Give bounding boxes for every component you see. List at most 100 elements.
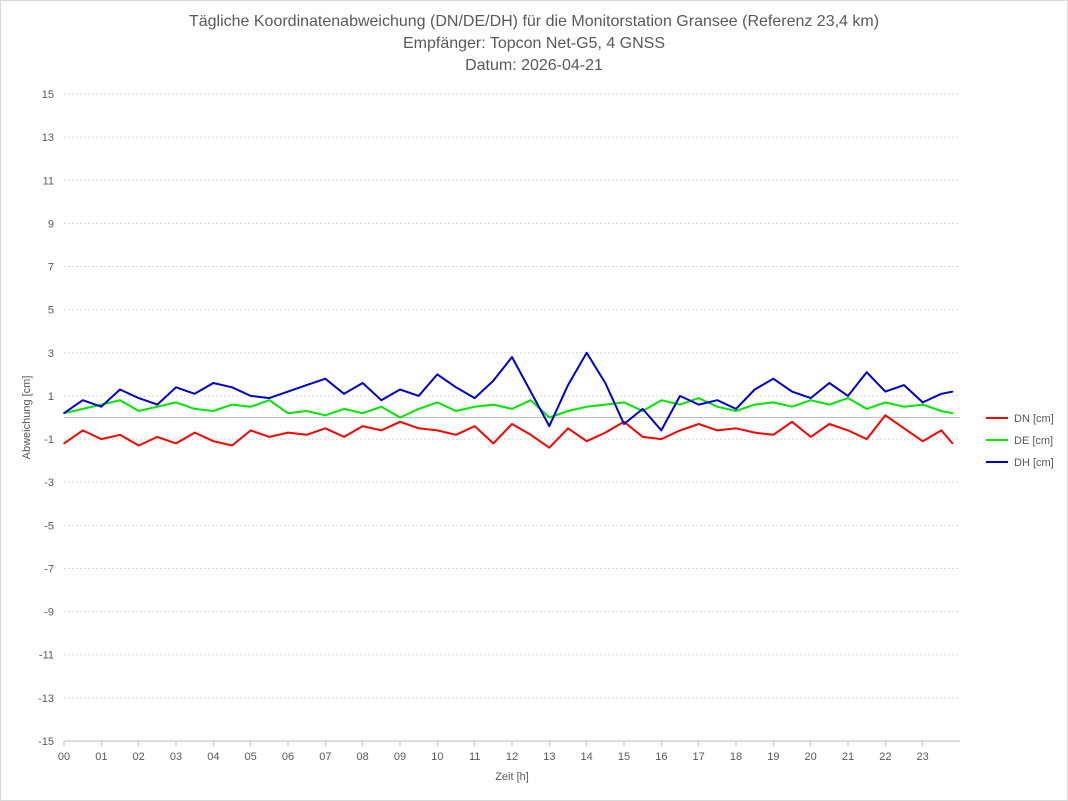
- data-point: [63, 442, 65, 445]
- data-point: [137, 444, 140, 447]
- data-point: [231, 403, 233, 406]
- data-point: [399, 416, 401, 419]
- data-point: [287, 412, 289, 414]
- data-point: [716, 405, 719, 408]
- y-tick-label: 11: [43, 175, 54, 187]
- data-point: [361, 425, 364, 427]
- chart-date: Datum: 2026-04-21: [465, 57, 603, 74]
- data-point: [305, 410, 308, 412]
- data-point: [249, 405, 252, 408]
- data-point: [865, 408, 868, 410]
- data-point: [324, 414, 327, 417]
- data-point: [137, 397, 140, 399]
- y-tick-label: 7: [48, 262, 54, 274]
- data-point: [212, 440, 215, 443]
- x-tick-label: 02: [133, 751, 145, 763]
- data-point: [324, 427, 327, 430]
- x-tick-label: 01: [95, 751, 107, 763]
- data-point: [809, 436, 812, 438]
- data-point: [380, 429, 383, 432]
- data-point: [193, 392, 196, 395]
- series-line-3: [63, 351, 953, 432]
- x-tick-label: 06: [282, 751, 294, 763]
- data-point: [567, 410, 569, 412]
- data-point: [847, 397, 849, 399]
- y-axis-label: Abweichung [cm]: [21, 376, 33, 460]
- data-point: [772, 377, 775, 380]
- data-point: [753, 431, 756, 434]
- data-point: [679, 395, 681, 397]
- data-point: [828, 403, 831, 406]
- y-tick-label: -7: [44, 563, 54, 575]
- data-point: [865, 371, 868, 374]
- legend-label-2: DE [cm]: [1014, 435, 1053, 447]
- x-tick-label: 16: [655, 751, 667, 763]
- data-point: [100, 405, 103, 408]
- data-point: [455, 386, 457, 389]
- data-point: [287, 431, 289, 434]
- chart-subtitle: Empfänger: Topcon Net-G5, 4 GNSS: [402, 35, 666, 52]
- data-point: [492, 380, 495, 382]
- data-point: [417, 427, 420, 430]
- y-tick-label: 1: [48, 391, 54, 403]
- y-tick-label: 15: [42, 89, 54, 101]
- x-tick-label: 04: [207, 751, 219, 763]
- data-point: [548, 416, 551, 419]
- x-tick-label: 18: [730, 751, 742, 763]
- data-point: [903, 427, 905, 430]
- y-tick-label: -11: [39, 650, 54, 662]
- data-point: [343, 408, 345, 410]
- data-point: [660, 399, 663, 402]
- x-axis-label: Zeit [h]: [495, 771, 529, 783]
- data-point: [529, 390, 532, 393]
- x-tick-label: 08: [357, 751, 369, 763]
- data-point: [81, 429, 84, 432]
- y-tick-label: -9: [44, 607, 54, 619]
- data-point: [193, 408, 196, 410]
- data-point: [268, 399, 271, 402]
- data-point: [81, 399, 84, 402]
- data-point: [455, 410, 457, 412]
- data-point: [548, 446, 551, 449]
- data-point: [119, 433, 121, 436]
- data-point: [175, 386, 177, 389]
- data-point: [951, 442, 954, 445]
- data-point: [697, 403, 700, 406]
- data-point: [884, 414, 887, 417]
- data-point: [436, 373, 439, 376]
- data-point: [623, 423, 625, 425]
- data-point: [436, 429, 439, 432]
- data-point: [753, 403, 756, 406]
- data-point: [660, 429, 663, 432]
- data-point: [604, 431, 607, 434]
- data-point: [716, 429, 719, 432]
- data-point: [641, 436, 644, 438]
- data-point: [156, 436, 159, 438]
- data-point: [529, 399, 532, 402]
- data-point: [119, 399, 121, 402]
- data-point: [399, 421, 401, 423]
- data-point: [119, 388, 121, 391]
- data-point: [585, 440, 588, 443]
- data-point: [492, 403, 495, 406]
- data-point: [847, 395, 849, 397]
- data-point: [791, 390, 793, 393]
- x-tick-label: 21: [842, 751, 854, 763]
- x-tick-label: 15: [618, 751, 630, 763]
- y-tick-label: 5: [48, 305, 54, 317]
- data-point: [865, 438, 868, 440]
- x-tick-label: 19: [767, 751, 779, 763]
- data-point: [156, 405, 159, 408]
- data-point: [772, 433, 775, 436]
- data-point: [361, 412, 364, 414]
- data-point: [511, 423, 513, 425]
- data-point: [791, 405, 793, 408]
- data-point: [511, 356, 513, 358]
- y-tick-label: -13: [38, 693, 54, 705]
- data-point: [660, 438, 663, 440]
- x-tick-label: 05: [245, 751, 257, 763]
- x-tick-label: 03: [170, 751, 182, 763]
- data-point: [921, 401, 924, 404]
